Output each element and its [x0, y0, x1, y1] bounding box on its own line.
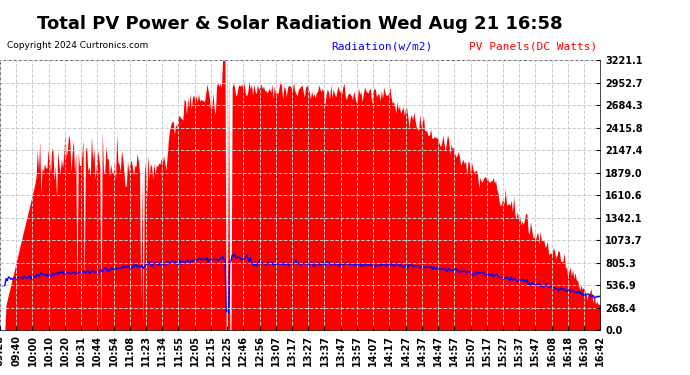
- Text: Total PV Power & Solar Radiation Wed Aug 21 16:58: Total PV Power & Solar Radiation Wed Aug…: [37, 15, 563, 33]
- Text: Copyright 2024 Curtronics.com: Copyright 2024 Curtronics.com: [7, 41, 148, 50]
- Text: PV Panels(DC Watts): PV Panels(DC Watts): [469, 41, 598, 51]
- Text: Radiation(w/m2): Radiation(w/m2): [331, 41, 433, 51]
